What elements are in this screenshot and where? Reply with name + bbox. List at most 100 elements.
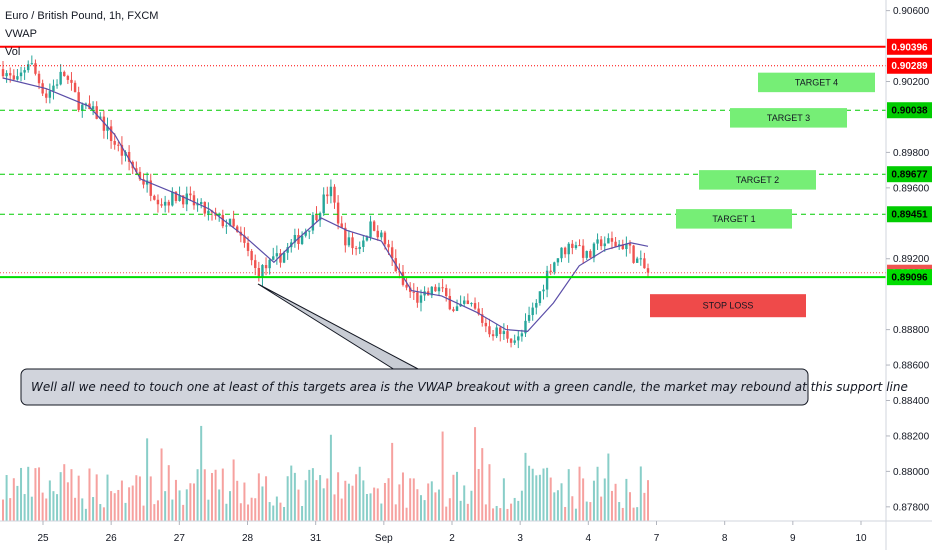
- volume-bar: [63, 464, 66, 521]
- callout[interactable]: Well all we need to touch one at least o…: [20, 283, 908, 406]
- candle-body: [171, 191, 174, 206]
- candle-body: [491, 334, 495, 337]
- volume-bar: [423, 500, 426, 521]
- price-tag-label: 0.89451: [891, 210, 928, 221]
- candle-body: [412, 291, 415, 293]
- candle-body: [362, 240, 365, 247]
- volume-bar: [383, 482, 386, 521]
- volume-legend[interactable]: Vol: [5, 46, 21, 58]
- callout-text: Well all we need to touch one at least o…: [31, 380, 908, 394]
- volume-bar: [556, 490, 559, 521]
- time-axis[interactable]: 25 26 27 28 31 Sep 2 3 4 7 8 9 10: [0, 520, 932, 544]
- zones[interactable]: TARGET 4 TARGET 3 TARGET 2 TARGET 1 STOP LOS…: [650, 72, 875, 318]
- price-tag: [887, 102, 932, 119]
- candle-body: [589, 251, 592, 258]
- candle-body: [160, 204, 163, 206]
- candle-body: [527, 315, 531, 321]
- candle-body: [5, 73, 8, 77]
- candle-body: [430, 286, 433, 296]
- candle-body: [149, 180, 152, 196]
- time-tick-label: Sep: [375, 533, 393, 544]
- volume-bar: [70, 469, 73, 521]
- volume-bar: [301, 506, 304, 521]
- price-axis[interactable]: 0.90600 0.90200 0.89800 0.89600 0.89200 0.888…: [885, 0, 930, 550]
- candle-body: [408, 287, 412, 292]
- volume-bar: [128, 487, 131, 521]
- volume-bar: [358, 466, 361, 521]
- symbol-title[interactable]: Euro / British Pound, 1h, FXCM: [5, 10, 159, 22]
- candle-body: [16, 76, 19, 80]
- price-tag-label: 0.89096: [891, 273, 928, 284]
- candle-body: [127, 151, 131, 162]
- zone-label: TARGET 1: [712, 214, 755, 224]
- volume-bar: [394, 504, 397, 521]
- volume-bar: [250, 497, 253, 521]
- volume-bar: [326, 478, 329, 521]
- volume-bar: [9, 498, 12, 521]
- volume-bar: [589, 502, 592, 521]
- volume-bar: [106, 474, 109, 521]
- volume-bar: [74, 497, 77, 521]
- candle-body: [517, 336, 520, 341]
- candle-body: [592, 243, 596, 258]
- price-tick-label: 0.88200: [893, 431, 930, 442]
- candle-body: [178, 195, 181, 201]
- candle-body: [268, 259, 271, 269]
- volume-bar: [297, 489, 300, 521]
- volume-bar: [236, 480, 239, 521]
- candle-body: [477, 308, 480, 315]
- candle-body: [264, 265, 268, 269]
- volume-bar: [438, 489, 441, 521]
- candle-body: [282, 252, 286, 263]
- volume-bar: [610, 490, 613, 521]
- volume-bar: [477, 468, 480, 521]
- volume-bar: [445, 506, 448, 521]
- callout-pointer: [257, 283, 421, 371]
- volume-bar: [618, 502, 621, 521]
- volume-bar: [452, 474, 455, 521]
- candle-body: [19, 72, 23, 77]
- vwap-legend[interactable]: VWAP: [5, 28, 37, 40]
- volume-bar: [146, 438, 149, 521]
- candle-body: [484, 322, 488, 327]
- volume-bar: [16, 485, 19, 521]
- candle-body: [488, 326, 491, 335]
- volume-bar: [110, 491, 113, 521]
- volume-bar: [401, 472, 404, 521]
- zone-label: TARGET 3: [767, 113, 810, 123]
- candle-body: [63, 71, 66, 77]
- volume-bar: [538, 474, 541, 521]
- candle-body: [542, 289, 545, 292]
- volume-bar: [164, 491, 167, 521]
- volume-bar: [117, 489, 120, 521]
- candle-body: [27, 64, 30, 71]
- volume-bar: [632, 507, 635, 521]
- volume-bar: [218, 489, 221, 521]
- candle-body: [376, 230, 379, 238]
- candle-body: [445, 288, 448, 296]
- price-tag-label: 0.89677: [891, 170, 928, 181]
- price-tags: 0.903960.902890.900380.896770.894510.891…: [887, 38, 932, 286]
- candle-body: [448, 295, 452, 310]
- volume-bar: [196, 469, 199, 521]
- candle-body: [153, 195, 156, 200]
- price-tick-label: 0.89800: [893, 148, 930, 159]
- candle-body: [639, 258, 642, 260]
- candle-body: [297, 235, 300, 244]
- volume-bar: [596, 466, 599, 521]
- volume-bar: [484, 504, 487, 521]
- volume-bar: [171, 499, 174, 521]
- volume-bar: [268, 502, 271, 521]
- candle-body: [607, 238, 610, 244]
- volume-bar: [592, 480, 595, 521]
- volume-bar: [185, 489, 188, 521]
- candle-body: [308, 230, 311, 232]
- volume-bar: [5, 475, 8, 521]
- price-tick-label: 0.88000: [893, 467, 930, 478]
- volume-bar: [405, 507, 408, 521]
- candle-body: [538, 291, 542, 304]
- volume-bar: [628, 492, 631, 521]
- volume-bar: [167, 465, 170, 521]
- volume-bar: [124, 502, 127, 521]
